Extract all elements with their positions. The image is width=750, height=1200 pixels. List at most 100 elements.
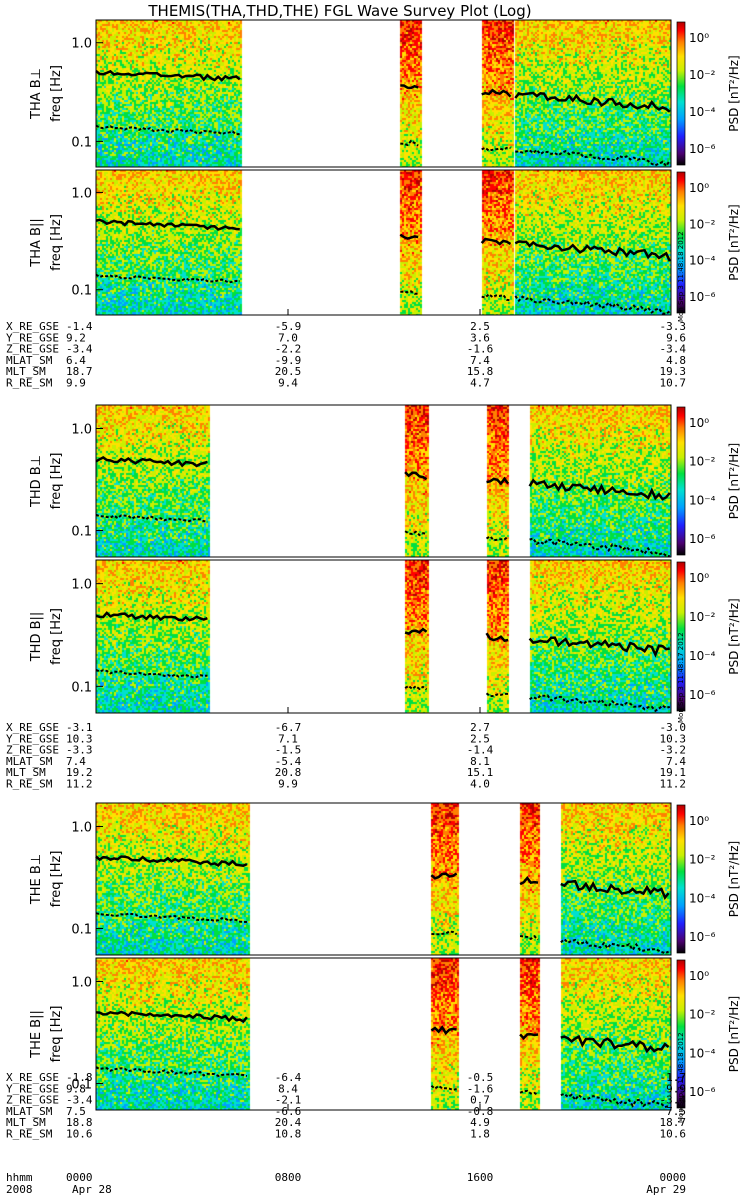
ephemeris-value: -3.3 xyxy=(66,744,93,757)
colorbar-tick-label: 10⁻⁶ xyxy=(689,532,716,546)
harmonic-frequency-line xyxy=(519,1089,539,1097)
spectrogram-panel: 1.0 0.1 THD B|| freq [Hz] 10⁰ 10⁻² 10⁻⁴ 10⁻⁶ PSD… xyxy=(29,559,741,714)
ephemeris-block: X_RE_GSE -3.1 -6.7 2.7 -3.0 Y_RE_GSE 10.3 7.1 2.… xyxy=(6,721,686,791)
ephemeris-value: -2.2 xyxy=(275,343,302,356)
ephemeris-value: 10.6 xyxy=(660,1128,687,1141)
panel-frame xyxy=(95,559,672,714)
ephemeris-value: 19.2 xyxy=(66,766,93,779)
ephemeris-row-label: Z_RE_GSE xyxy=(6,744,59,757)
y-axis-instrument-label: THD B⊥ xyxy=(29,455,44,508)
ephemeris-value: 10.3 xyxy=(660,732,687,745)
colorbar-tick-label: 10⁻⁶ xyxy=(689,290,716,304)
y-tick-label: 1.0 xyxy=(71,186,92,201)
colorbar: 10⁰ 10⁻² 10⁻⁴ 10⁻⁶ PSD [nT²/Hz] xyxy=(676,406,741,556)
colorbar-tick-label: 10⁻² xyxy=(689,455,716,469)
ephemeris-value: -3.3 xyxy=(660,320,687,333)
colorbar-label: PSD [nT²/Hz] xyxy=(727,598,741,674)
y-axis-instrument-label: THE B⊥ xyxy=(29,854,44,905)
gyro-frequency-line xyxy=(560,1034,670,1054)
spectrogram-image xyxy=(96,170,671,315)
harmonic-frequency-line xyxy=(481,292,511,302)
colorbar-tick-label: 10⁻⁴ xyxy=(689,1046,716,1060)
colorbar-tick-label: 10⁻² xyxy=(689,853,716,867)
colorbar: 10⁰ 10⁻² 10⁻⁴ 10⁻⁶ PSD [nT²/Hz] xyxy=(676,171,741,314)
spectrogram-image xyxy=(96,20,671,167)
colorbar-label: PSD [nT²/Hz] xyxy=(727,55,741,131)
y-tick-label: 1.0 xyxy=(71,37,92,52)
spectrogram-panel: 1.0 0.1 THA B|| freq [Hz] 10⁰ 10⁻² 10⁻⁴ 10⁻⁶ PSD… xyxy=(29,169,741,316)
gyro-frequency-line xyxy=(95,611,208,622)
ephemeris-row-label: MLT_SM xyxy=(6,365,46,378)
harmonic-frequency-line xyxy=(515,148,671,168)
ephemeris-value: 9.9 xyxy=(66,377,86,390)
ephemeris-value: 19.1 xyxy=(660,766,687,779)
ephemeris-value: -1.7 xyxy=(660,1071,687,1084)
colorbar-tick-label: 10⁻⁶ xyxy=(689,930,716,944)
ephemeris-value: 11.2 xyxy=(66,778,93,791)
ephemeris-value: 15.8 xyxy=(467,365,494,378)
time-tick-date: Apr 29 xyxy=(646,1183,686,1196)
ephemeris-block: X_RE_GSE -1.8 -6.4 -0.5 -1.7 Y_RE_GSE 9.8 8.4 -1… xyxy=(6,1071,686,1141)
ephemeris-value: 2.7 xyxy=(470,721,490,734)
harmonic-frequency-line xyxy=(481,146,511,152)
panel-frame xyxy=(95,957,672,1111)
colorbar-tick-label: 10⁻⁴ xyxy=(689,649,716,663)
ephemeris-value: 9.9 xyxy=(666,1082,686,1095)
colorbar-tick-label: 10⁰ xyxy=(689,416,709,430)
spectrogram-panel: 1.0 0.1 THA B⊥ freq [Hz] 10⁰ 10⁻² 10⁻⁴ 10⁻⁶ PSD … xyxy=(29,19,741,168)
ephemeris-value: -1.4 xyxy=(467,744,494,757)
colorbar-tick-label: 10⁻⁶ xyxy=(689,1085,716,1099)
ephemeris-row-label: Z_RE_GSE xyxy=(6,1094,59,1107)
colorbar: 10⁰ 10⁻² 10⁻⁴ 10⁻⁶ PSD [nT²/Hz] xyxy=(676,959,741,1109)
time-tick-hhmm: 0000 xyxy=(66,1171,93,1184)
y-tick-label: 0.1 xyxy=(71,680,92,695)
colorbar-tick-label: 10⁻⁴ xyxy=(689,493,716,507)
harmonic-frequency-line xyxy=(404,530,427,537)
harmonic-frequency-line xyxy=(485,535,509,542)
gyro-frequency-line xyxy=(95,69,241,82)
ephemeris-row-label: Z_RE_GSE xyxy=(6,343,59,356)
ephemeris-value: 8.1 xyxy=(470,755,490,768)
colorbar-tick-label: 10⁰ xyxy=(689,814,709,828)
ephemeris-value: 15.1 xyxy=(467,766,494,779)
ephemeris-value: 10.3 xyxy=(66,732,93,745)
ephemeris-value: 7.1 xyxy=(278,732,298,745)
harmonic-frequency-line xyxy=(519,935,539,941)
y-tick-label: 0.1 xyxy=(71,1078,92,1093)
y-axis-unit-label: freq [Hz] xyxy=(49,608,64,665)
gyro-frequency-line xyxy=(95,1010,248,1024)
ephemeris-value: -3.4 xyxy=(66,1094,93,1107)
ephemeris-value: -5.9 xyxy=(275,320,302,333)
ephemeris-value: 9.6 xyxy=(666,331,686,344)
colorbar-gradient xyxy=(676,406,686,556)
ephemeris-block: X_RE_GSE -1.4 -5.9 2.5 -3.3 Y_RE_GSE 9.2 7.0 3.6… xyxy=(6,320,686,390)
gyro-frequency-line xyxy=(430,1025,457,1036)
y-tick-label: 0.1 xyxy=(71,525,92,540)
panel-frame xyxy=(95,802,672,956)
ephemeris-value: 4.0 xyxy=(470,778,490,791)
gyro-frequency-line xyxy=(519,1032,539,1041)
ephemeris-value: 8.4 xyxy=(278,1082,298,1095)
colorbar-label: PSD [nT²/Hz] xyxy=(727,841,741,917)
ephemeris-row-label: R_RE_SM xyxy=(6,1128,53,1141)
gyro-frequency-line xyxy=(560,879,670,901)
ephemeris-row-label: Y_RE_GSE xyxy=(6,1082,59,1095)
ephemeris-value: 18.7 xyxy=(660,1116,687,1129)
gyro-frequency-line xyxy=(528,478,671,501)
ephemeris-value: 4.7 xyxy=(470,377,490,390)
colorbar-tick-label: 10⁻⁴ xyxy=(689,891,716,905)
colorbar-tick-label: 10⁻⁴ xyxy=(689,254,716,268)
gyro-frequency-line xyxy=(514,91,671,113)
harmonic-frequency-line xyxy=(95,124,240,136)
ephemeris-value: 1.8 xyxy=(470,1128,490,1141)
ephemeris-row-label: MLAT_SM xyxy=(6,755,53,768)
ephemeris-value: -3.4 xyxy=(660,343,687,356)
time-axis-label-year: 2008 xyxy=(6,1183,33,1196)
y-axis-instrument-label: THA B⊥ xyxy=(29,68,44,120)
spectrogram-panel: 1.0 0.1 THE B⊥ freq [Hz] 10⁰ 10⁻² 10⁻⁴ 10⁻⁶ PSD … xyxy=(29,802,741,956)
gyro-frequency-line xyxy=(514,240,671,262)
colorbar-tick-label: 10⁻⁴ xyxy=(689,105,716,119)
ephemeris-row-label: Y_RE_GSE xyxy=(6,732,59,745)
colorbar-gradient xyxy=(676,21,686,166)
spectrogram-panel: 1.0 0.1 THE B|| freq [Hz] 10⁰ 10⁻² 10⁻⁴ 10⁻⁶ PSD… xyxy=(29,957,741,1111)
